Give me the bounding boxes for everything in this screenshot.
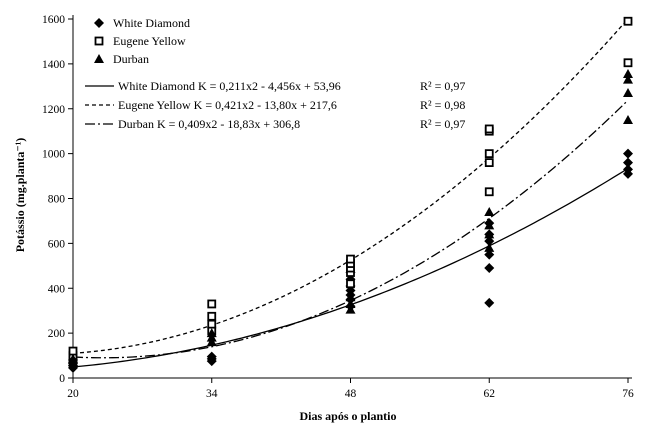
legend-label: White Diamond <box>113 16 190 30</box>
durban-point <box>68 353 78 363</box>
eugene-yellow-point <box>346 279 355 289</box>
y-tick-label: 600 <box>48 238 66 250</box>
white-diamond-point <box>623 148 633 159</box>
durban-point <box>484 206 495 216</box>
eugene-yellow-point <box>484 187 494 197</box>
eugene-yellow-point <box>623 58 633 68</box>
eugene-yellow-point <box>207 299 217 309</box>
y-tick-label: 1400 <box>42 59 65 71</box>
durban-point <box>623 68 633 78</box>
durban-point <box>345 298 356 308</box>
data-points <box>68 16 633 373</box>
durban-point <box>484 242 495 252</box>
x-tick-label: 34 <box>206 388 218 400</box>
x-axis-title: Dias após o plantio <box>299 409 396 423</box>
regression-equation: Eugene Yellow K = 0,421x2 - 13,80x + 217… <box>118 98 337 112</box>
eugene-yellow-point <box>484 158 494 168</box>
eugene-yellow-point <box>346 254 355 264</box>
eugene-yellow-point <box>484 149 494 159</box>
white-diamond-point <box>484 249 495 260</box>
x-tick-label: 20 <box>67 388 79 400</box>
durban-point <box>345 304 356 314</box>
x-tick-label: 48 <box>345 388 357 400</box>
eugene-yellow-point <box>623 16 633 26</box>
white-diamond-point <box>623 164 633 175</box>
regression-line <box>72 99 629 359</box>
eugene-yellow-point <box>207 311 217 321</box>
regression-curves <box>72 18 629 368</box>
legend-marker <box>94 54 104 63</box>
y-tick-label: 200 <box>48 328 66 340</box>
y-axis-title: Potássio (mg.planta⁻¹) <box>13 138 27 253</box>
y-tick-label: 1200 <box>42 104 65 116</box>
white-diamond-point <box>484 263 495 274</box>
white-diamond-point <box>623 157 633 168</box>
y-tick-label: 400 <box>48 283 66 295</box>
y-tick-label: 1600 <box>42 14 65 26</box>
r-squared: R² = 0,97 <box>420 117 465 131</box>
white-diamond-point <box>484 297 495 308</box>
durban-point <box>484 229 495 239</box>
legend-label: Durban <box>113 52 149 66</box>
durban-point <box>484 220 495 230</box>
axes: 0 200 400 600 800 1000 1200 1400 1600 20 34 48 62 76 <box>42 14 634 400</box>
durban-point <box>623 74 633 84</box>
durban-point <box>345 292 356 302</box>
legend: White Diamond Eugene Yellow Durban White Di… <box>85 16 465 131</box>
r-squared: R² = 0,98 <box>420 98 465 112</box>
eugene-yellow-point <box>207 319 217 329</box>
durban-point <box>206 328 217 338</box>
regression-equation: White Diamond K = 0,211x2 - 4,456x + 53,… <box>118 79 341 93</box>
durban-point <box>623 88 633 98</box>
durban-point <box>623 114 633 124</box>
legend-marker <box>94 36 104 46</box>
regression-equation: Durban K = 0,409x2 - 18,83x + 306,8 <box>118 117 300 131</box>
legend-marker <box>94 18 104 28</box>
white-diamond-point <box>484 236 495 247</box>
eugene-yellow-point <box>68 346 78 356</box>
x-tick-label: 76 <box>622 388 634 400</box>
y-tick-label: 1000 <box>42 149 65 161</box>
eugene-yellow-point <box>484 124 494 134</box>
white-diamond-point <box>206 351 217 362</box>
r-squared: R² = 0,97 <box>420 79 465 93</box>
y-tick-label: 800 <box>48 194 66 206</box>
y-tick-label: 0 <box>59 373 65 385</box>
legend-label: Eugene Yellow <box>113 34 186 48</box>
x-tick-label: 62 <box>484 388 496 400</box>
